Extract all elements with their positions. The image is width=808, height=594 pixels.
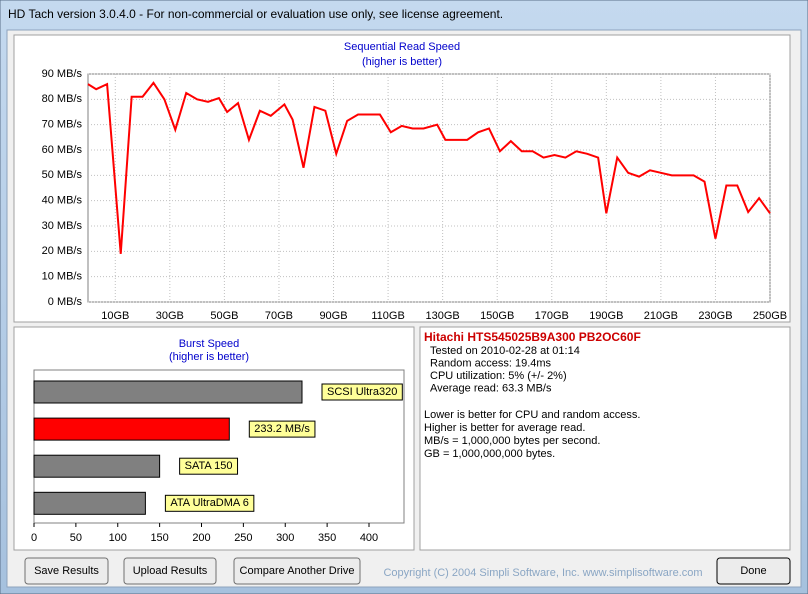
x-tick-label: 150GB xyxy=(480,310,514,322)
x-tick-label: 50GB xyxy=(210,310,238,322)
button[interactable] xyxy=(24,557,109,585)
bar-label-box xyxy=(164,494,255,512)
y-tick-label: 70 MB/s xyxy=(42,119,83,131)
bar-label: ATA UltraDMA 6 xyxy=(170,497,248,509)
window-title: HD Tach version 3.0.4.0 - For non-commer… xyxy=(8,7,503,21)
x-tick-label: 170GB xyxy=(535,310,569,322)
bar-label-box xyxy=(179,457,239,475)
read-plot xyxy=(87,73,771,303)
x-tick-label: 110GB xyxy=(371,310,404,322)
x-tick-label: 210GB xyxy=(644,310,678,322)
x-tick-label: 350 xyxy=(318,532,336,544)
x-tick-label: 200 xyxy=(192,532,210,544)
button[interactable] xyxy=(233,557,361,585)
x-tick-label: 130GB xyxy=(426,310,460,322)
y-tick-label: 20 MB/s xyxy=(42,245,83,257)
button-label[interactable]: Upload Results xyxy=(133,565,208,577)
x-tick-label: 250GB xyxy=(753,310,787,322)
read-line xyxy=(87,81,771,254)
info-line: CPU utilization: 5% (+/- 2%) xyxy=(430,370,567,382)
x-tick-label: 230GB xyxy=(698,310,732,322)
info-line: Tested on 2010-02-28 at 01:14 xyxy=(430,345,580,357)
info-note: Higher is better for average read. xyxy=(424,422,585,434)
copyright: Copyright (C) 2004 Simpli Software, Inc.… xyxy=(383,567,702,579)
button-label[interactable]: Done xyxy=(740,565,766,577)
bar-label-box xyxy=(321,383,403,401)
x-tick-label: 50 xyxy=(70,532,82,544)
y-tick-label: 60 MB/s xyxy=(42,144,83,156)
y-tick-label: 10 MB/s xyxy=(42,271,83,283)
x-tick-label: 300 xyxy=(276,532,294,544)
y-tick-label: 40 MB/s xyxy=(42,195,83,207)
button[interactable] xyxy=(123,557,217,585)
bar xyxy=(33,417,230,441)
y-tick-label: 30 MB/s xyxy=(42,220,83,232)
x-tick-label: 30GB xyxy=(156,310,184,322)
x-tick-label: 190GB xyxy=(589,310,623,322)
x-tick-label: 400 xyxy=(360,532,378,544)
x-tick-label: 0 xyxy=(31,532,37,544)
button-label[interactable]: Compare Another Drive xyxy=(240,565,355,577)
x-tick-label: 100 xyxy=(109,532,127,544)
y-tick-label: 90 MB/s xyxy=(42,68,83,80)
bar xyxy=(33,380,303,404)
bar xyxy=(33,454,161,478)
x-tick-label: 10GB xyxy=(101,310,129,322)
bar-label-box xyxy=(248,420,316,438)
x-tick-label: 70GB xyxy=(265,310,293,322)
button[interactable] xyxy=(716,557,791,585)
info-line: Average read: 63.3 MB/s xyxy=(430,382,552,394)
chart-subtitle: (higher is better) xyxy=(362,56,442,68)
chart-subtitle: (higher is better) xyxy=(169,351,249,363)
info-note: GB = 1,000,000,000 bytes. xyxy=(424,448,555,460)
bar-label: 233.2 MB/s xyxy=(254,423,310,435)
info-line: Random access: 19.4ms xyxy=(430,357,552,369)
bar xyxy=(33,491,146,515)
bar-label: SCSI Ultra320 xyxy=(327,386,397,398)
y-tick-label: 80 MB/s xyxy=(42,93,83,105)
bar-label: SATA 150 xyxy=(185,460,233,472)
info-panel xyxy=(419,326,791,551)
chart-title: Burst Speed xyxy=(179,338,240,350)
chart-title: Sequential Read Speed xyxy=(344,41,460,53)
button-label[interactable]: Save Results xyxy=(34,565,99,577)
info-note: MB/s = 1,000,000 bytes per second. xyxy=(424,435,600,447)
info-note: Lower is better for CPU and random acces… xyxy=(424,409,640,421)
x-tick-label: 150 xyxy=(150,532,168,544)
y-tick-label: 0 MB/s xyxy=(48,296,83,308)
y-tick-label: 50 MB/s xyxy=(42,169,83,181)
x-tick-label: 90GB xyxy=(319,310,347,322)
drive-name: Hitachi HTS545025B9A300 PB2OC60F xyxy=(424,330,641,344)
x-tick-label: 250 xyxy=(234,532,252,544)
